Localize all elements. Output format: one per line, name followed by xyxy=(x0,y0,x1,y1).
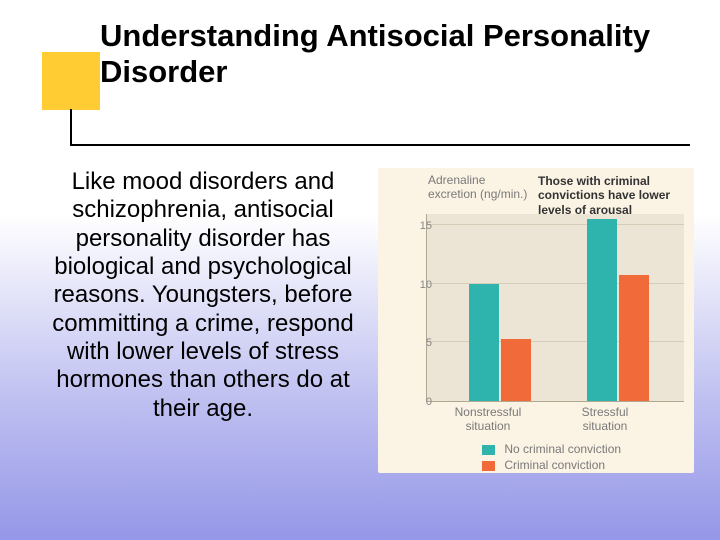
legend-item: No criminal conviction xyxy=(482,442,621,456)
xcat-stressful: Stressful situation xyxy=(570,406,640,434)
legend-item: Criminal conviction xyxy=(482,458,621,472)
legend-swatch-conviction xyxy=(482,461,495,471)
ytick-15: 15 xyxy=(414,220,432,232)
title-rule xyxy=(70,144,690,146)
xcat-label: situation xyxy=(583,419,628,433)
legend: No criminal conviction Criminal convicti… xyxy=(482,442,621,472)
adrenaline-chart: Adrenaline excretion (ng/min.) Those wit… xyxy=(378,168,694,473)
y-axis-label: Adrenaline excretion (ng/min.) xyxy=(428,174,538,202)
ytick-10: 10 xyxy=(414,279,432,291)
legend-label: No criminal conviction xyxy=(504,442,621,456)
bar-nonstress-no-conviction xyxy=(469,284,499,402)
xcat-label: Nonstressful xyxy=(455,405,522,419)
accent-block xyxy=(42,52,100,110)
gridline xyxy=(427,224,684,225)
chart-title: Those with criminal convictions have low… xyxy=(538,174,688,217)
chart-title-line1: Those with criminal xyxy=(538,174,650,188)
xcat-label: Stressful xyxy=(582,405,629,419)
ytick-5: 5 xyxy=(414,337,432,349)
legend-swatch-no-conviction xyxy=(482,445,495,455)
slide-title: Understanding Antisocial Personality Dis… xyxy=(100,18,690,89)
title-container: Understanding Antisocial Personality Dis… xyxy=(100,18,690,89)
xcat-nonstressful: Nonstressful situation xyxy=(448,406,528,434)
ytick-0: 0 xyxy=(414,396,432,408)
chart-title-line2: convictions have lower xyxy=(538,188,670,202)
bar-stress-no-conviction xyxy=(587,219,617,401)
y-axis-label-line1: Adrenaline xyxy=(428,173,485,187)
title-rule-tick xyxy=(70,109,72,144)
slide-body-text: Like mood disorders and schizophrenia, a… xyxy=(38,168,368,423)
bar-stress-conviction xyxy=(619,275,649,401)
plot-area xyxy=(426,214,684,402)
y-axis-label-line2: excretion (ng/min.) xyxy=(428,187,527,201)
xcat-label: situation xyxy=(466,419,511,433)
bar-nonstress-conviction xyxy=(501,339,531,401)
legend-label: Criminal conviction xyxy=(504,458,605,472)
